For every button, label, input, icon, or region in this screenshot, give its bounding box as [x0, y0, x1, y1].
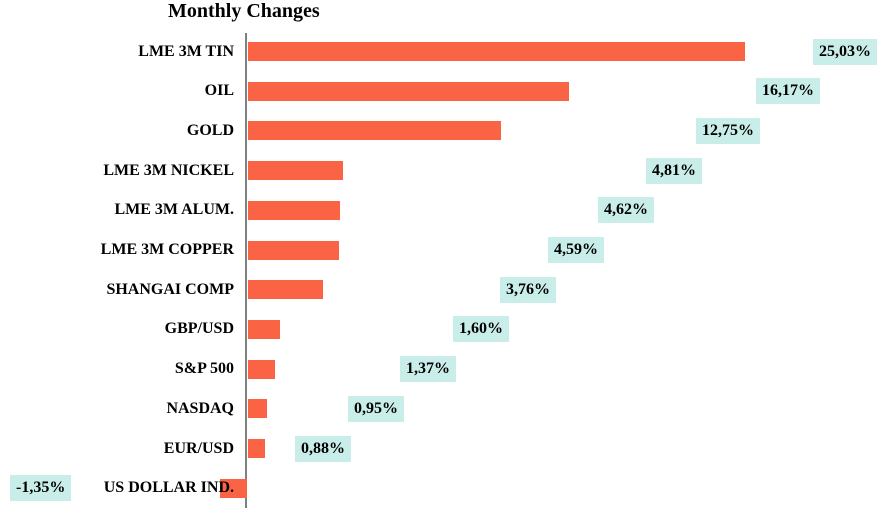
category-label: S&P 500 [174, 360, 234, 377]
category-label: EUR/USD [163, 440, 234, 457]
category-label: GBP/USD [164, 320, 234, 337]
bar [248, 161, 343, 180]
bar [248, 82, 569, 101]
bar [248, 42, 745, 61]
bar [248, 280, 323, 299]
bar [220, 479, 247, 498]
bar [248, 201, 340, 220]
value-label: 3,76% [500, 277, 556, 303]
value-label: 25,03% [813, 39, 877, 65]
category-label: SHANGAI COMP [106, 281, 234, 298]
y-axis-line [245, 33, 247, 508]
value-label: 0,95% [348, 396, 404, 422]
bar [248, 399, 267, 418]
category-label: LME 3M NICKEL [103, 162, 234, 179]
bar [248, 121, 501, 140]
value-label: 16,17% [756, 78, 820, 104]
bar [248, 360, 275, 379]
value-label: 4,81% [646, 158, 702, 184]
value-label: 1,37% [400, 356, 456, 382]
value-label: 12,75% [696, 118, 760, 144]
bar [248, 241, 339, 260]
category-label: US DOLLAR IND. [103, 479, 234, 496]
value-label: 1,60% [453, 316, 509, 342]
value-label: 0,88% [295, 436, 351, 462]
category-label: NASDAQ [166, 400, 234, 417]
category-label: GOLD [186, 122, 234, 139]
category-label: LME 3M TIN [138, 43, 234, 60]
category-label: OIL [204, 82, 234, 99]
category-label: LME 3M ALUM. [114, 201, 234, 218]
bar [248, 320, 280, 339]
value-label: -1,35% [10, 475, 72, 501]
category-label: LME 3M COPPER [100, 241, 234, 258]
chart-title: Monthly Changes [168, 0, 320, 22]
bar [248, 439, 265, 458]
value-label: 4,62% [598, 197, 654, 223]
value-label: 4,59% [548, 237, 604, 263]
